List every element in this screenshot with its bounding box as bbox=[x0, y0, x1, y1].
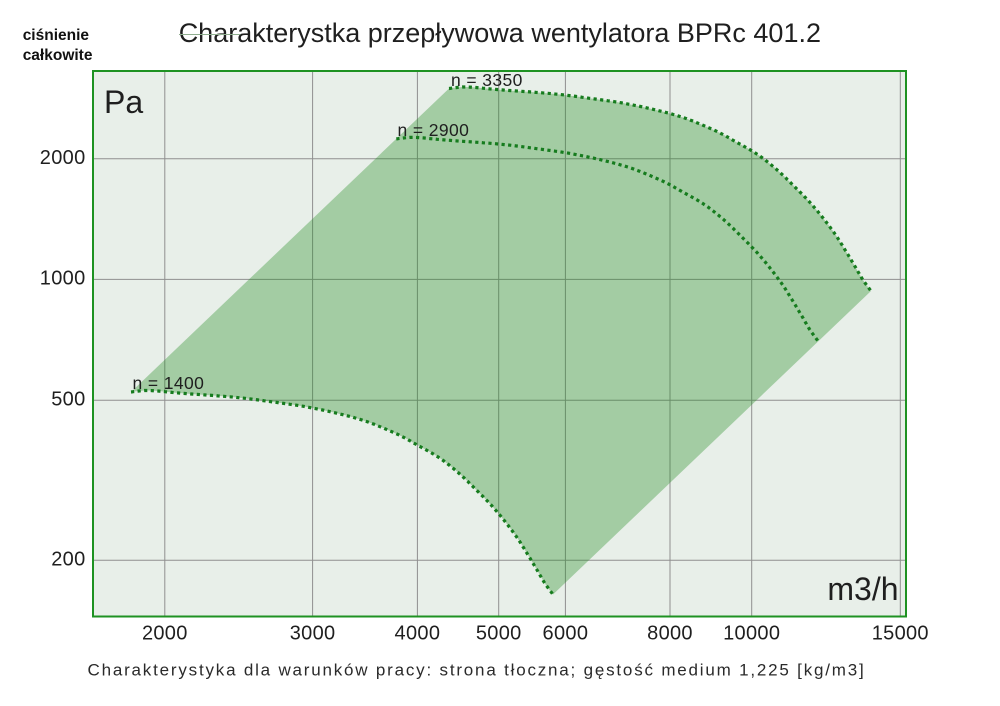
svg-text:6000: 6000 bbox=[543, 623, 589, 645]
svg-text:15000: 15000 bbox=[872, 623, 929, 645]
svg-text:8000: 8000 bbox=[647, 623, 693, 645]
svg-text:500: 500 bbox=[51, 389, 85, 411]
svg-text:5000: 5000 bbox=[476, 623, 522, 645]
svg-text:2000: 2000 bbox=[40, 147, 86, 169]
svg-text:Charakterystka przepływowa wen: Charakterystka przepływowa wentylatora B… bbox=[179, 18, 821, 48]
svg-text:1000: 1000 bbox=[40, 268, 86, 290]
svg-text:4000: 4000 bbox=[395, 623, 441, 645]
svg-text:Charakterystyka dla warunków p: Charakterystyka dla warunków pracy: stro… bbox=[88, 661, 866, 680]
svg-text:10000: 10000 bbox=[723, 623, 780, 645]
svg-text:2000: 2000 bbox=[142, 623, 188, 645]
svg-text:3000: 3000 bbox=[290, 623, 336, 645]
svg-text:m3/h: m3/h bbox=[827, 571, 898, 607]
svg-text:ciśnienie: ciśnienie bbox=[23, 27, 90, 44]
svg-text:Pa: Pa bbox=[104, 84, 143, 120]
svg-text:n = 1400: n = 1400 bbox=[133, 373, 205, 393]
svg-text:n = 3350: n = 3350 bbox=[451, 70, 523, 90]
svg-text:200: 200 bbox=[51, 548, 85, 570]
svg-text:całkowite: całkowite bbox=[23, 47, 93, 64]
svg-text:n = 2900: n = 2900 bbox=[398, 120, 470, 140]
